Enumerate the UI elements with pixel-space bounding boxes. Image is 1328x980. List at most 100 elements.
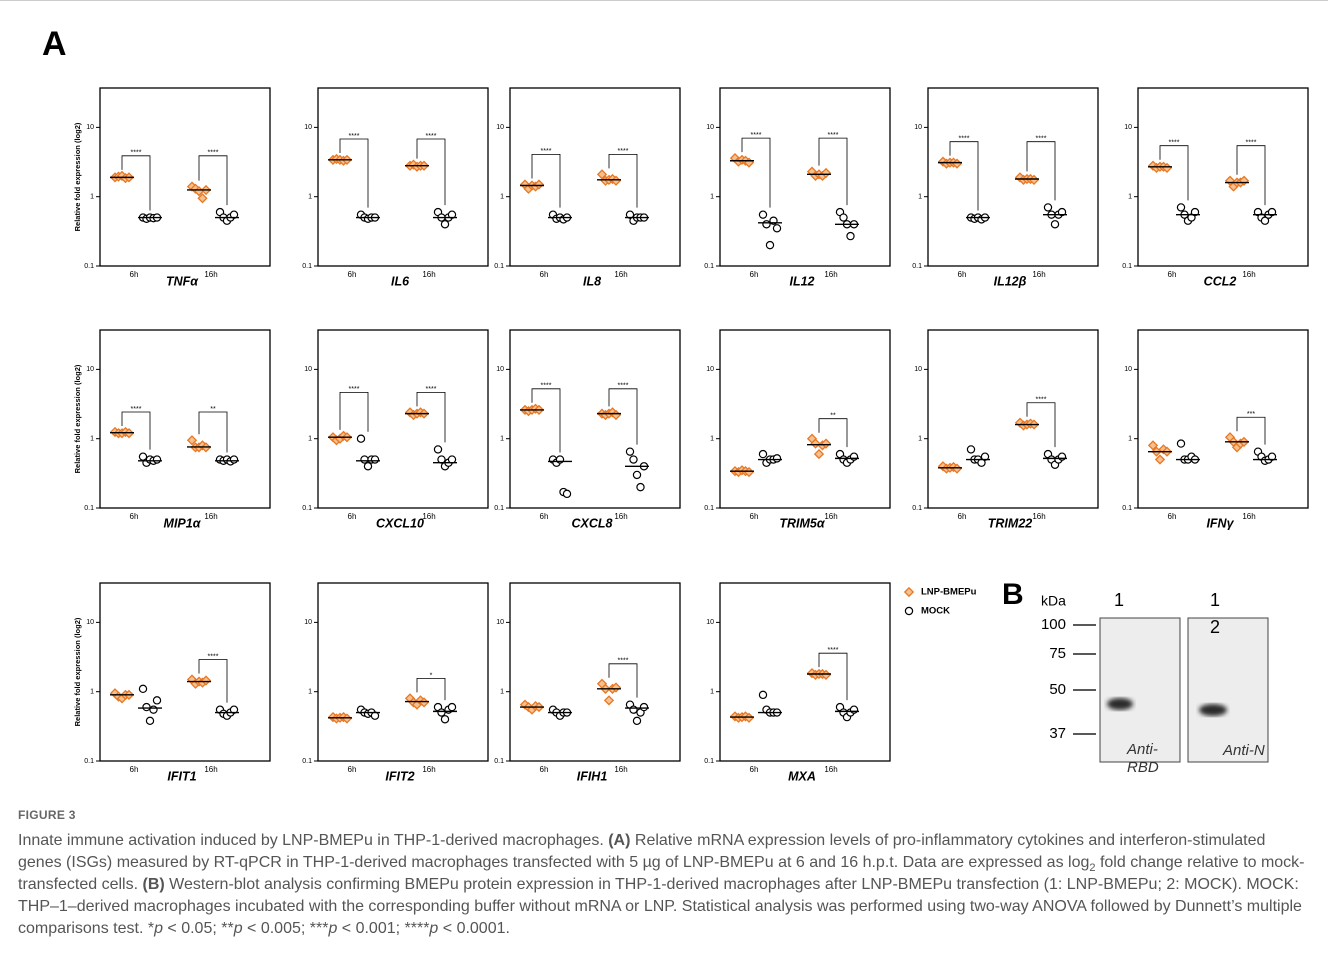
y-tick-label: 1 <box>500 689 504 696</box>
point <box>633 717 640 724</box>
caption-run: < 0.005; *** <box>243 920 329 937</box>
x-tick-label: 16h <box>204 512 217 521</box>
y-tick-label: 10 <box>914 124 922 131</box>
y-tick-label: 10 <box>1124 124 1132 131</box>
point <box>1051 221 1058 228</box>
plot-frame <box>510 88 680 266</box>
x-tick-label: 6h <box>348 270 357 279</box>
x-tick-label: 16h <box>614 512 627 521</box>
caption-run: p <box>328 920 337 937</box>
point <box>605 696 613 704</box>
significance-label: **** <box>349 386 360 393</box>
y-tick-label: 0.1 <box>704 505 714 512</box>
chart-title: CCL2 <box>1204 274 1237 288</box>
legend-label: LNP-BMEPu <box>921 587 977 598</box>
y-axis-label: Relative fold expression (log2) <box>73 617 82 726</box>
significance-label: ** <box>830 413 836 420</box>
y-axis-label: Relative fold expression (log2) <box>73 122 82 231</box>
figure: A 0.1110Relative fold expression (log2)T… <box>0 0 1328 800</box>
significance-label: **** <box>1036 397 1047 404</box>
point <box>1044 204 1051 211</box>
y-tick-label: 0.1 <box>84 758 94 765</box>
x-tick-label: 6h <box>750 270 759 279</box>
y-tick-label: 1 <box>500 436 504 443</box>
page: A 0.1110Relative fold expression (log2)T… <box>0 0 1328 980</box>
point <box>637 484 644 491</box>
chart-title: TNFα <box>166 274 199 288</box>
blot-band <box>1107 698 1133 710</box>
significance-bracket <box>417 139 445 205</box>
y-tick-label: 10 <box>304 366 312 373</box>
significance-label: ** <box>210 406 216 413</box>
point <box>633 471 640 478</box>
ladder-label: 100 <box>1041 616 1066 633</box>
point <box>361 456 368 463</box>
x-tick-label: 16h <box>1032 270 1045 279</box>
y-tick-label: 0.1 <box>1122 505 1132 512</box>
significance-label: * <box>430 672 433 679</box>
plot-frame <box>1138 330 1308 508</box>
caption-run: < 0.0001. <box>438 920 510 937</box>
x-tick-label: 6h <box>348 512 357 521</box>
ladder-label: 75 <box>1049 645 1066 662</box>
point <box>967 446 974 453</box>
caption-label: FIGURE 3 <box>18 808 76 822</box>
caption-run: < 0.05; ** <box>163 920 234 937</box>
blot-strip <box>1188 618 1268 762</box>
significance-label: **** <box>1246 140 1257 147</box>
legend-marker <box>905 588 913 596</box>
significance-bracket <box>417 392 445 442</box>
point <box>153 456 160 463</box>
legend-label: MOCK <box>921 606 950 617</box>
plot-frame <box>100 583 270 761</box>
caption-text: Innate immune activation induced by LNP-… <box>18 830 1310 940</box>
point <box>438 709 445 716</box>
ladder-label: 50 <box>1049 681 1066 698</box>
point <box>763 221 770 228</box>
point <box>357 435 364 442</box>
caption-run: p <box>154 920 163 937</box>
point <box>230 456 237 463</box>
y-tick-label: 10 <box>706 619 714 626</box>
panel-label: B <box>1002 578 1024 611</box>
significance-label: **** <box>349 133 360 140</box>
significance-label: **** <box>618 658 629 665</box>
significance-bracket <box>532 389 560 453</box>
point <box>1177 204 1184 211</box>
significance-bracket <box>742 138 770 208</box>
y-tick-label: 1 <box>710 194 714 201</box>
chart-title: TRIM22 <box>988 516 1033 530</box>
significance-bracket <box>532 154 560 207</box>
point <box>815 450 823 458</box>
point <box>1156 455 1164 463</box>
point <box>850 453 857 460</box>
significance-label: **** <box>1169 140 1180 147</box>
x-tick-label: 16h <box>824 765 837 774</box>
point <box>139 685 146 692</box>
chart-title: IFNγ <box>1206 516 1234 530</box>
significance-label: **** <box>541 148 552 155</box>
y-tick-label: 1 <box>308 689 312 696</box>
significance-bracket <box>340 392 368 431</box>
caption-run: < 0.001; **** <box>337 920 429 937</box>
significance-label: **** <box>618 383 629 390</box>
chart-title: MXA <box>788 769 816 783</box>
point <box>759 450 766 457</box>
chart-title: IL6 <box>391 274 410 288</box>
point <box>766 242 773 249</box>
point <box>847 233 854 240</box>
caption-run: p <box>429 920 438 937</box>
plot-frame <box>318 330 488 508</box>
point <box>371 456 378 463</box>
significance-label: **** <box>426 133 437 140</box>
point <box>630 706 637 713</box>
chart-title: IL8 <box>583 274 601 288</box>
y-tick-label: 0.1 <box>1122 263 1132 270</box>
chart-title: CXCL8 <box>572 516 613 530</box>
y-tick-label: 10 <box>304 124 312 131</box>
y-tick-label: 1 <box>710 436 714 443</box>
chart-title: IFIT1 <box>167 769 196 783</box>
significance-label: **** <box>208 653 219 660</box>
y-tick-label: 1 <box>1128 436 1132 443</box>
plot-frame <box>318 88 488 266</box>
